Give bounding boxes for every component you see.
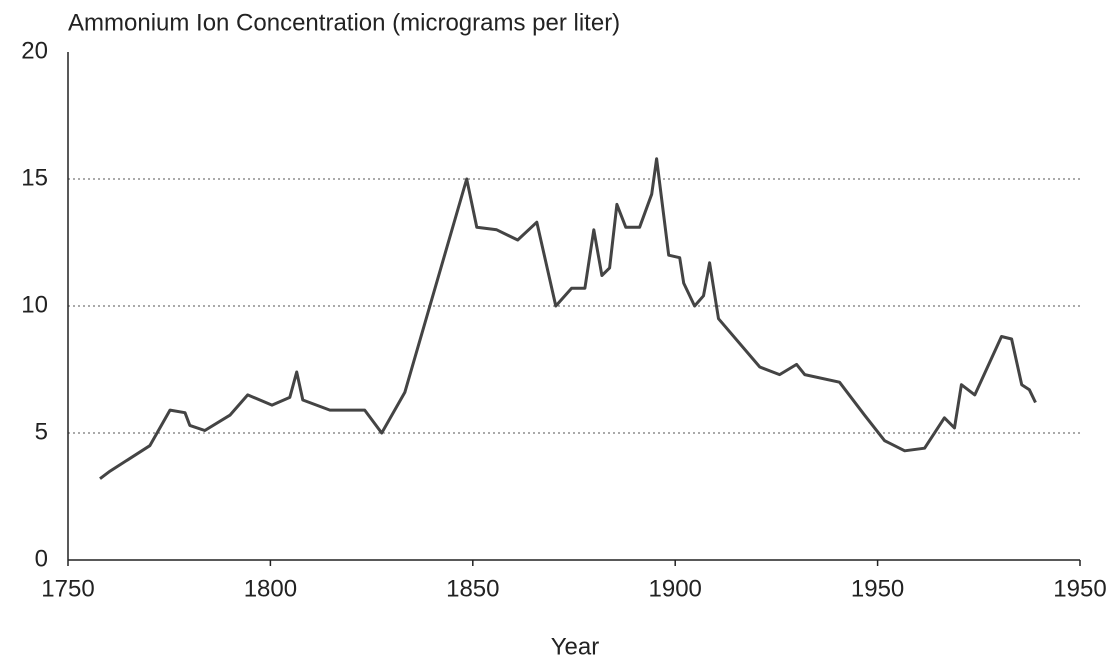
- chart-title: Ammonium Ion Concentration (micrograms p…: [68, 9, 620, 36]
- x-tick-label: 1750: [41, 575, 94, 602]
- x-tick-label: 1900: [649, 575, 702, 602]
- data-line: [99, 157, 1037, 480]
- x-tick-label: 1950: [851, 575, 904, 602]
- x-tick-label: 1800: [244, 575, 297, 602]
- y-tick-label: 0: [35, 545, 48, 572]
- x-tick-label: 1950: [1053, 575, 1106, 602]
- y-tick-label: 10: [21, 291, 48, 318]
- y-tick-label: 20: [21, 37, 48, 64]
- x-tick-label: 1850: [446, 575, 499, 602]
- x-axis-label: Year: [551, 633, 600, 660]
- y-tick-label: 5: [35, 418, 48, 445]
- y-tick-label: 15: [21, 164, 48, 191]
